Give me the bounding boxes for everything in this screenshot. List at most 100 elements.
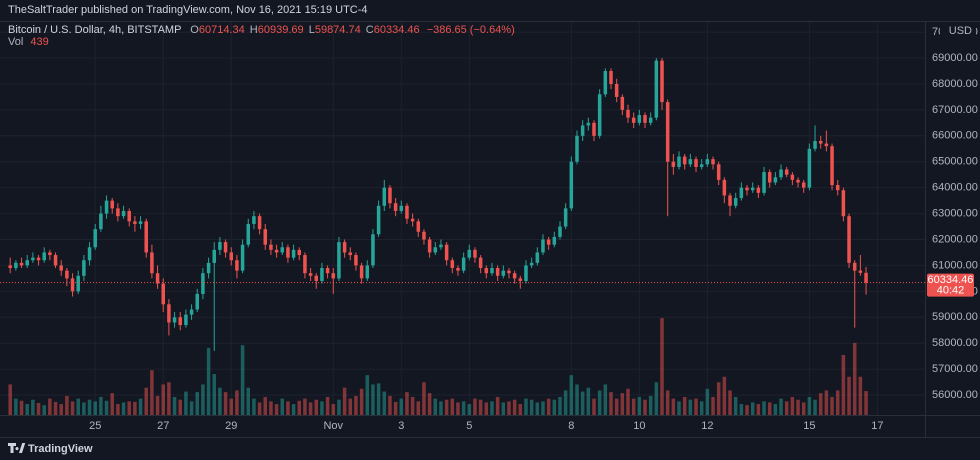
candle-body <box>467 249 472 258</box>
countdown: 40:42 <box>937 285 965 297</box>
candle-body <box>762 172 766 193</box>
volume-legend: Vol 439 <box>8 36 49 48</box>
volume-bar <box>184 391 188 415</box>
x-tick-label: 12 <box>701 420 713 432</box>
volume-bar <box>733 396 738 415</box>
volume-bar <box>14 398 18 415</box>
candle-body <box>399 205 404 211</box>
volume-bar <box>467 404 472 415</box>
candle-body <box>42 252 46 261</box>
y-tick-label: 67000.00 <box>932 104 978 116</box>
volume-bar <box>739 404 744 415</box>
candle-body <box>665 102 670 162</box>
volume-bar <box>620 393 625 415</box>
volume-bar <box>354 395 358 415</box>
candle-body <box>609 70 613 84</box>
volume-bar <box>563 390 568 415</box>
volume-bar <box>478 399 483 415</box>
volume-bar <box>858 376 863 415</box>
volume-bar <box>580 391 585 415</box>
y-tick-label: 64000.00 <box>932 182 978 194</box>
volume-bar <box>297 400 302 415</box>
volume-bar <box>558 396 562 415</box>
volume-bar <box>133 401 137 415</box>
volume-bar <box>31 399 35 415</box>
volume-bar <box>116 404 120 415</box>
candle-body <box>835 185 840 191</box>
volume-bar <box>626 388 630 415</box>
candle-body <box>529 262 534 266</box>
candle-body <box>841 190 846 217</box>
candle-body <box>478 257 483 269</box>
candle-body <box>847 216 851 263</box>
ohlc-value: 60334.46 <box>374 24 420 36</box>
candles <box>0 58 925 351</box>
candle-body <box>756 187 761 193</box>
volume-bar <box>229 398 234 415</box>
volume-bar <box>450 398 455 415</box>
candle-body <box>779 169 783 178</box>
candle-body <box>263 229 268 245</box>
x-tick-label: 27 <box>157 420 169 432</box>
candle-body <box>31 257 35 261</box>
candle-body <box>371 234 375 266</box>
volume-bar <box>223 392 228 415</box>
y-tick-label: 63000.00 <box>932 207 978 219</box>
y-tick-label: 62000.00 <box>932 233 978 245</box>
volume-bar <box>694 398 698 415</box>
candle-body <box>206 262 211 274</box>
candle-body <box>682 156 687 165</box>
volume-bar <box>484 402 489 415</box>
candle-body <box>252 216 256 224</box>
volume-bar <box>161 384 165 415</box>
volume-bar <box>722 376 727 415</box>
candle-body <box>218 242 222 250</box>
volume-bar <box>750 402 755 415</box>
candle-body <box>558 226 562 237</box>
candle-body <box>716 164 721 180</box>
volume-bar <box>82 402 86 415</box>
candle-body <box>490 268 494 274</box>
candle-body <box>626 109 630 118</box>
candle-body <box>14 262 18 269</box>
volume-bar <box>280 398 285 415</box>
volume-bar <box>852 342 857 415</box>
volume-bar <box>291 404 296 415</box>
candle-body <box>172 317 177 323</box>
candle-body <box>269 244 273 250</box>
volume-bar <box>847 376 851 415</box>
ohlc-key: L <box>309 24 315 36</box>
candle-body <box>699 164 704 167</box>
candle-body <box>314 275 319 281</box>
volume-bar <box>263 396 268 415</box>
y-tick-label: 57000.00 <box>932 363 978 375</box>
candle-body <box>393 203 398 211</box>
volume-bar <box>824 390 829 415</box>
volume-bar <box>813 399 817 415</box>
volume-bar <box>8 384 12 415</box>
volume-bar <box>767 402 772 415</box>
candle-body <box>48 252 52 256</box>
volume-bar <box>541 401 545 415</box>
volume-bar <box>631 398 636 415</box>
volume-bar <box>325 396 330 415</box>
candle-body <box>671 161 676 167</box>
candle-body <box>648 117 653 123</box>
x-tick-label: 10 <box>633 420 645 432</box>
candle-body <box>167 304 171 323</box>
candle-body <box>694 159 698 167</box>
volume-bar <box>699 401 704 415</box>
candle-body <box>133 221 137 224</box>
candle-body <box>25 260 29 266</box>
candle-body <box>711 159 715 165</box>
volume-bar <box>371 384 375 415</box>
candle-body <box>121 210 126 217</box>
volume-bar <box>19 400 24 415</box>
candle-body <box>450 260 455 269</box>
candle-body <box>541 239 545 253</box>
volume-bar <box>427 393 432 415</box>
brand-logo <box>8 443 26 453</box>
volume-bar <box>501 402 506 415</box>
candle-body <box>575 135 579 162</box>
volume-bar <box>439 401 443 415</box>
